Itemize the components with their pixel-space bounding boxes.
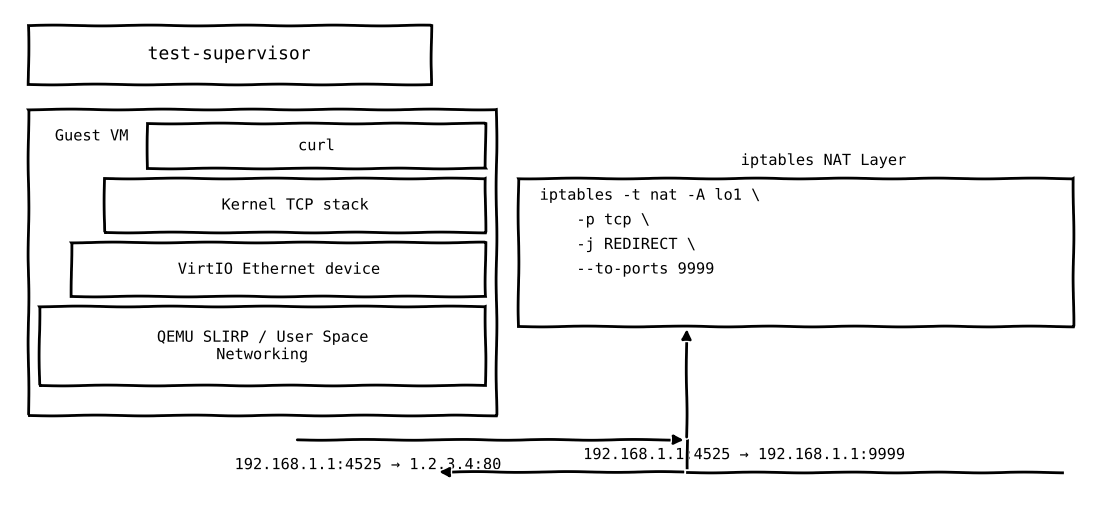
FancyBboxPatch shape: [148, 124, 486, 169]
Text: iptables -t nat -A lo1 \
    -p tcp \
    -j REDIRECT \
    --to-ports 9999: iptables -t nat -A lo1 \ -p tcp \ -j RED…: [539, 188, 759, 277]
FancyBboxPatch shape: [517, 178, 1073, 327]
FancyBboxPatch shape: [72, 242, 486, 297]
Text: curl: curl: [298, 139, 335, 154]
Text: Guest VM: Guest VM: [55, 129, 128, 144]
Text: QEMU SLIRP / User Space
Networking: QEMU SLIRP / User Space Networking: [156, 330, 367, 363]
Text: VirtIO Ethernet device: VirtIO Ethernet device: [177, 262, 379, 277]
FancyBboxPatch shape: [39, 307, 486, 386]
FancyBboxPatch shape: [28, 110, 497, 415]
Text: 192.168.1.1:4525 → 192.168.1.1:9999: 192.168.1.1:4525 → 192.168.1.1:9999: [584, 447, 903, 462]
Text: iptables NAT Layer: iptables NAT Layer: [741, 154, 905, 169]
Text: 192.168.1.1:4525 → 1.2.3.4:80: 192.168.1.1:4525 → 1.2.3.4:80: [235, 457, 499, 472]
FancyBboxPatch shape: [28, 26, 430, 85]
FancyBboxPatch shape: [103, 178, 486, 233]
Text: Kernel TCP stack: Kernel TCP stack: [221, 198, 368, 213]
Text: test-supervisor: test-supervisor: [148, 46, 310, 64]
